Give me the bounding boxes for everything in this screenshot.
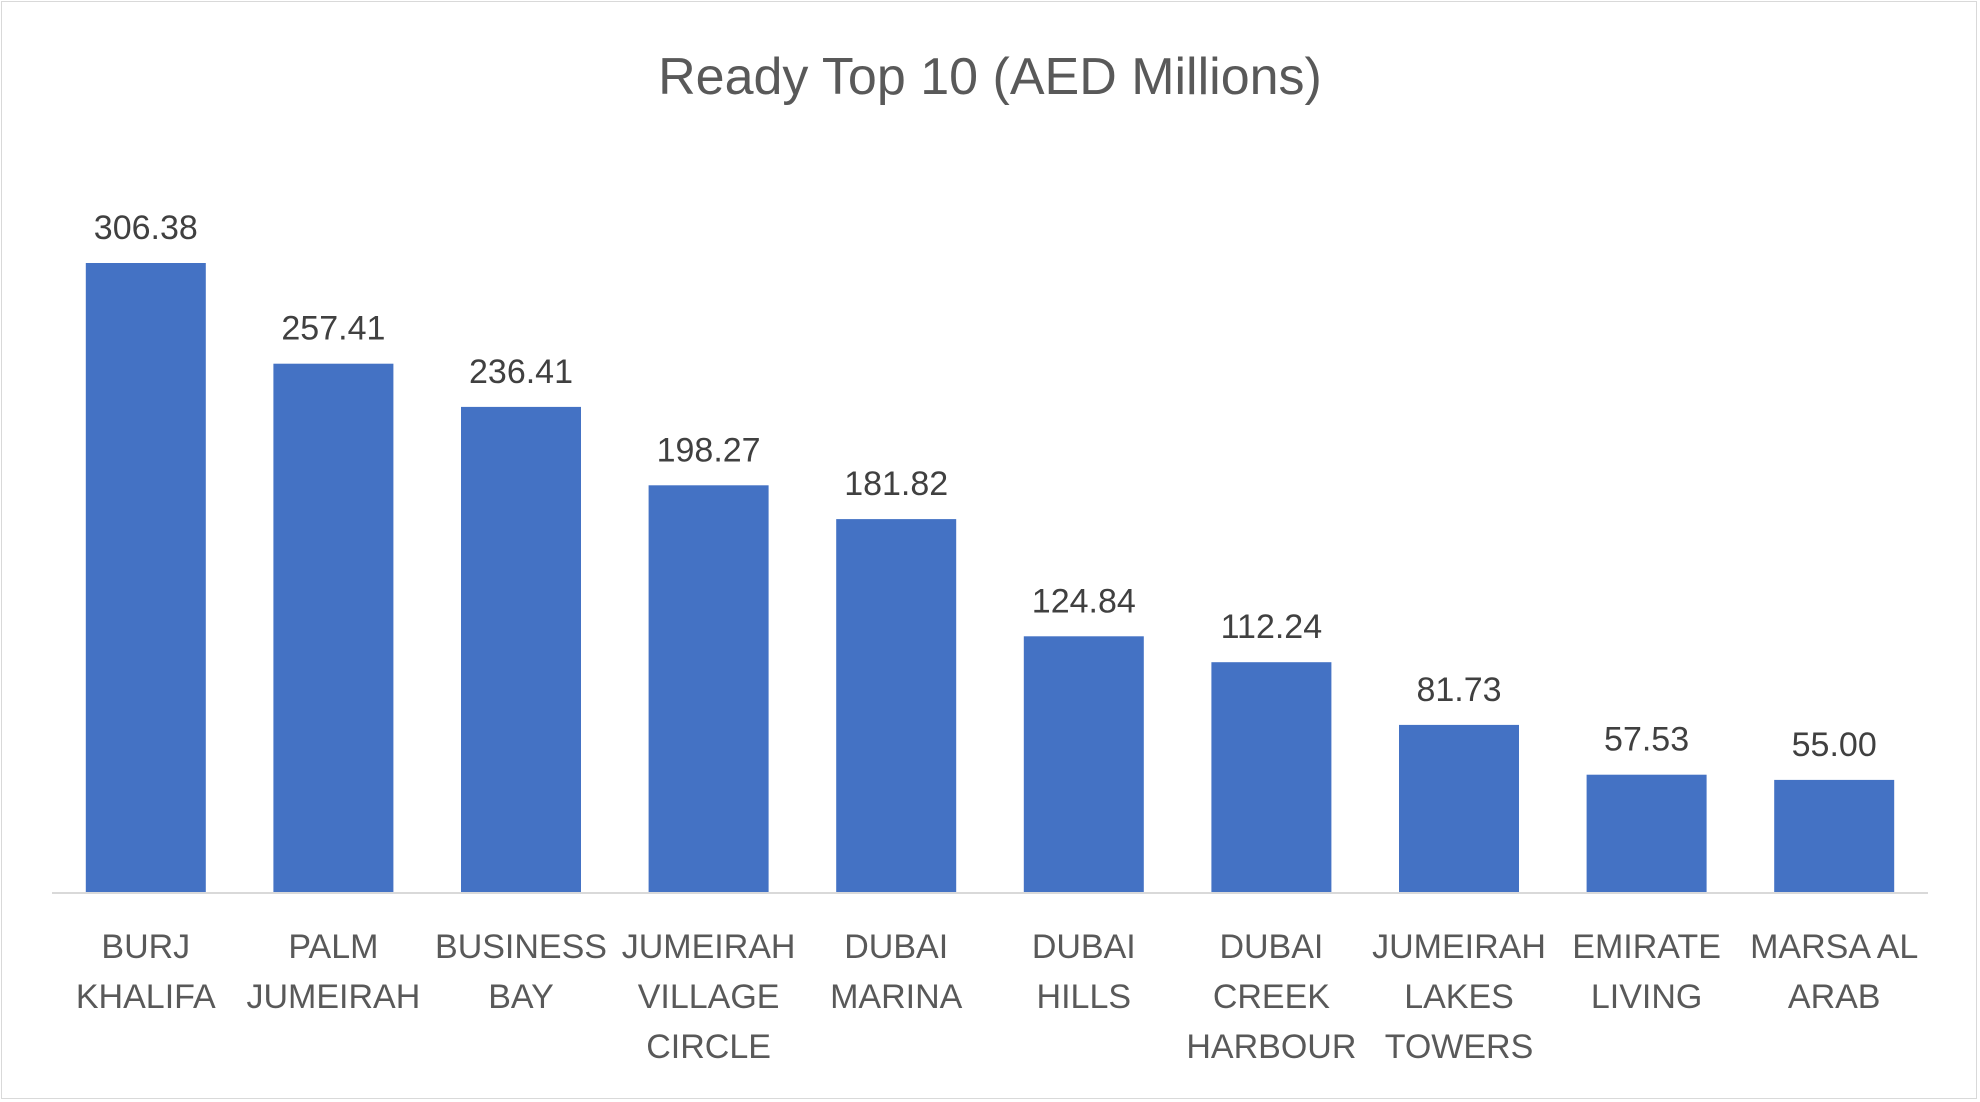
- data-label-1: 257.41: [281, 310, 385, 348]
- category-label-1-line-1: JUMEIRAH: [247, 978, 421, 1016]
- category-label-0-line-0: BURJ: [101, 928, 190, 966]
- category-label-8-line-1: LIVING: [1591, 978, 1702, 1016]
- category-label-2-line-0: BUSINESS: [435, 928, 607, 966]
- category-label-9-line-0: MARSA AL: [1750, 928, 1918, 966]
- bar-3: [648, 485, 769, 893]
- bar-6: [1211, 662, 1332, 893]
- data-label-2: 236.41: [469, 353, 573, 391]
- data-label-3: 198.27: [657, 431, 761, 469]
- bars-group: [85, 263, 1895, 893]
- bar-9: [1774, 779, 1895, 893]
- category-label-4-line-0: DUBAI: [844, 928, 948, 966]
- bar-8: [1586, 774, 1707, 893]
- chart-title: Ready Top 10 (AED Millions): [658, 48, 1322, 106]
- bar-1: [273, 363, 394, 893]
- bar-2: [461, 406, 581, 893]
- data-label-8: 57.53: [1604, 721, 1689, 759]
- data-label-7: 81.73: [1416, 671, 1501, 709]
- category-label-6-line-1: CREEK: [1213, 978, 1330, 1016]
- category-label-8-line-0: EMIRATE: [1572, 928, 1721, 966]
- category-label-1-line-0: PALM: [288, 928, 378, 966]
- bar-0: [85, 263, 206, 893]
- category-label-0-line-1: KHALIFA: [76, 978, 216, 1016]
- data-label-6: 112.24: [1221, 608, 1322, 646]
- category-label-7-line-0: JUMEIRAH: [1372, 928, 1546, 966]
- bar-7: [1399, 724, 1519, 893]
- data-labels-group: 306.38 257.41 236.41 198.27 181.82 124.84 112.…: [94, 209, 1877, 764]
- category-label-2-line-1: BAY: [488, 978, 554, 1016]
- category-label-4-line-1: MARINA: [830, 978, 963, 1016]
- category-label-5-line-0: DUBAI: [1032, 928, 1136, 966]
- bar-4: [836, 519, 957, 893]
- category-label-7-line-1: LAKES: [1404, 978, 1514, 1016]
- category-label-3-line-2: CIRCLE: [646, 1028, 771, 1066]
- category-label-6-line-2: HARBOUR: [1186, 1028, 1356, 1066]
- category-labels-group: BURJ KHALIFA PALM JUMEIRAH BUSINESS BAY JUMEIR…: [76, 928, 1918, 1066]
- data-label-9: 55.00: [1792, 726, 1877, 764]
- category-label-3-line-0: JUMEIRAH: [622, 928, 796, 966]
- bar-5: [1023, 636, 1144, 893]
- category-label-5-line-1: HILLS: [1037, 978, 1132, 1016]
- data-label-4: 181.82: [844, 465, 948, 503]
- data-label-0: 306.38: [94, 209, 198, 247]
- data-label-5: 124.84: [1032, 582, 1136, 620]
- category-label-7-line-2: TOWERS: [1385, 1028, 1534, 1066]
- category-label-9-line-1: ARAB: [1788, 978, 1881, 1016]
- category-label-3-line-1: VILLAGE: [638, 978, 780, 1016]
- category-label-6-line-0: DUBAI: [1219, 928, 1323, 966]
